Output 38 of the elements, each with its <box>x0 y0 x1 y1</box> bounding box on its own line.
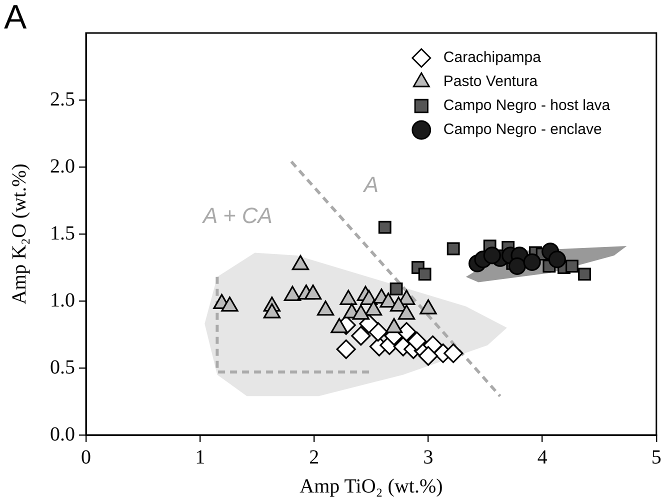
y-axis-title: Amp K₂O (wt.%) <box>8 164 30 304</box>
point <box>336 339 356 360</box>
y-tick-label: 1.5 <box>50 222 75 244</box>
point <box>578 268 591 281</box>
point <box>446 242 460 256</box>
point <box>523 253 541 271</box>
x-tick-label: 2 <box>309 446 320 468</box>
legend-label: Pasto Ventura <box>443 73 538 90</box>
legend-label: Campo Negro - host lava <box>443 97 611 114</box>
point <box>390 282 403 296</box>
y-tick-label: 2.5 <box>50 88 75 110</box>
chart-title: A <box>4 0 27 36</box>
legend-label: Carachipampa <box>443 49 542 66</box>
y-tick-label: 1.0 <box>50 289 75 312</box>
point <box>359 314 379 334</box>
point <box>378 220 392 234</box>
point <box>396 322 416 342</box>
x-tick-label: 3 <box>423 446 434 468</box>
annotation: A <box>362 172 379 197</box>
point <box>483 246 501 264</box>
x-axis-title: Amp TiO₂ (wt.%) <box>300 475 443 498</box>
point <box>351 326 371 346</box>
x-tick-label: 0 <box>81 446 91 468</box>
point <box>418 346 438 366</box>
y-tick-label: 2.0 <box>50 155 75 178</box>
y-tick-label: 0.5 <box>50 356 75 378</box>
legend-label: Campo Negro - enclave <box>443 121 602 138</box>
x-tick-label: 5 <box>651 446 662 468</box>
point <box>418 268 432 281</box>
y-tick-label: 0.0 <box>50 423 75 446</box>
x-tick-label: 4 <box>537 446 548 468</box>
point <box>566 260 578 273</box>
point <box>548 250 566 268</box>
point <box>407 331 427 351</box>
point <box>444 343 464 364</box>
x-tick-label: 1 <box>195 446 206 468</box>
point <box>508 257 526 275</box>
annotation: A + CA <box>200 202 272 228</box>
